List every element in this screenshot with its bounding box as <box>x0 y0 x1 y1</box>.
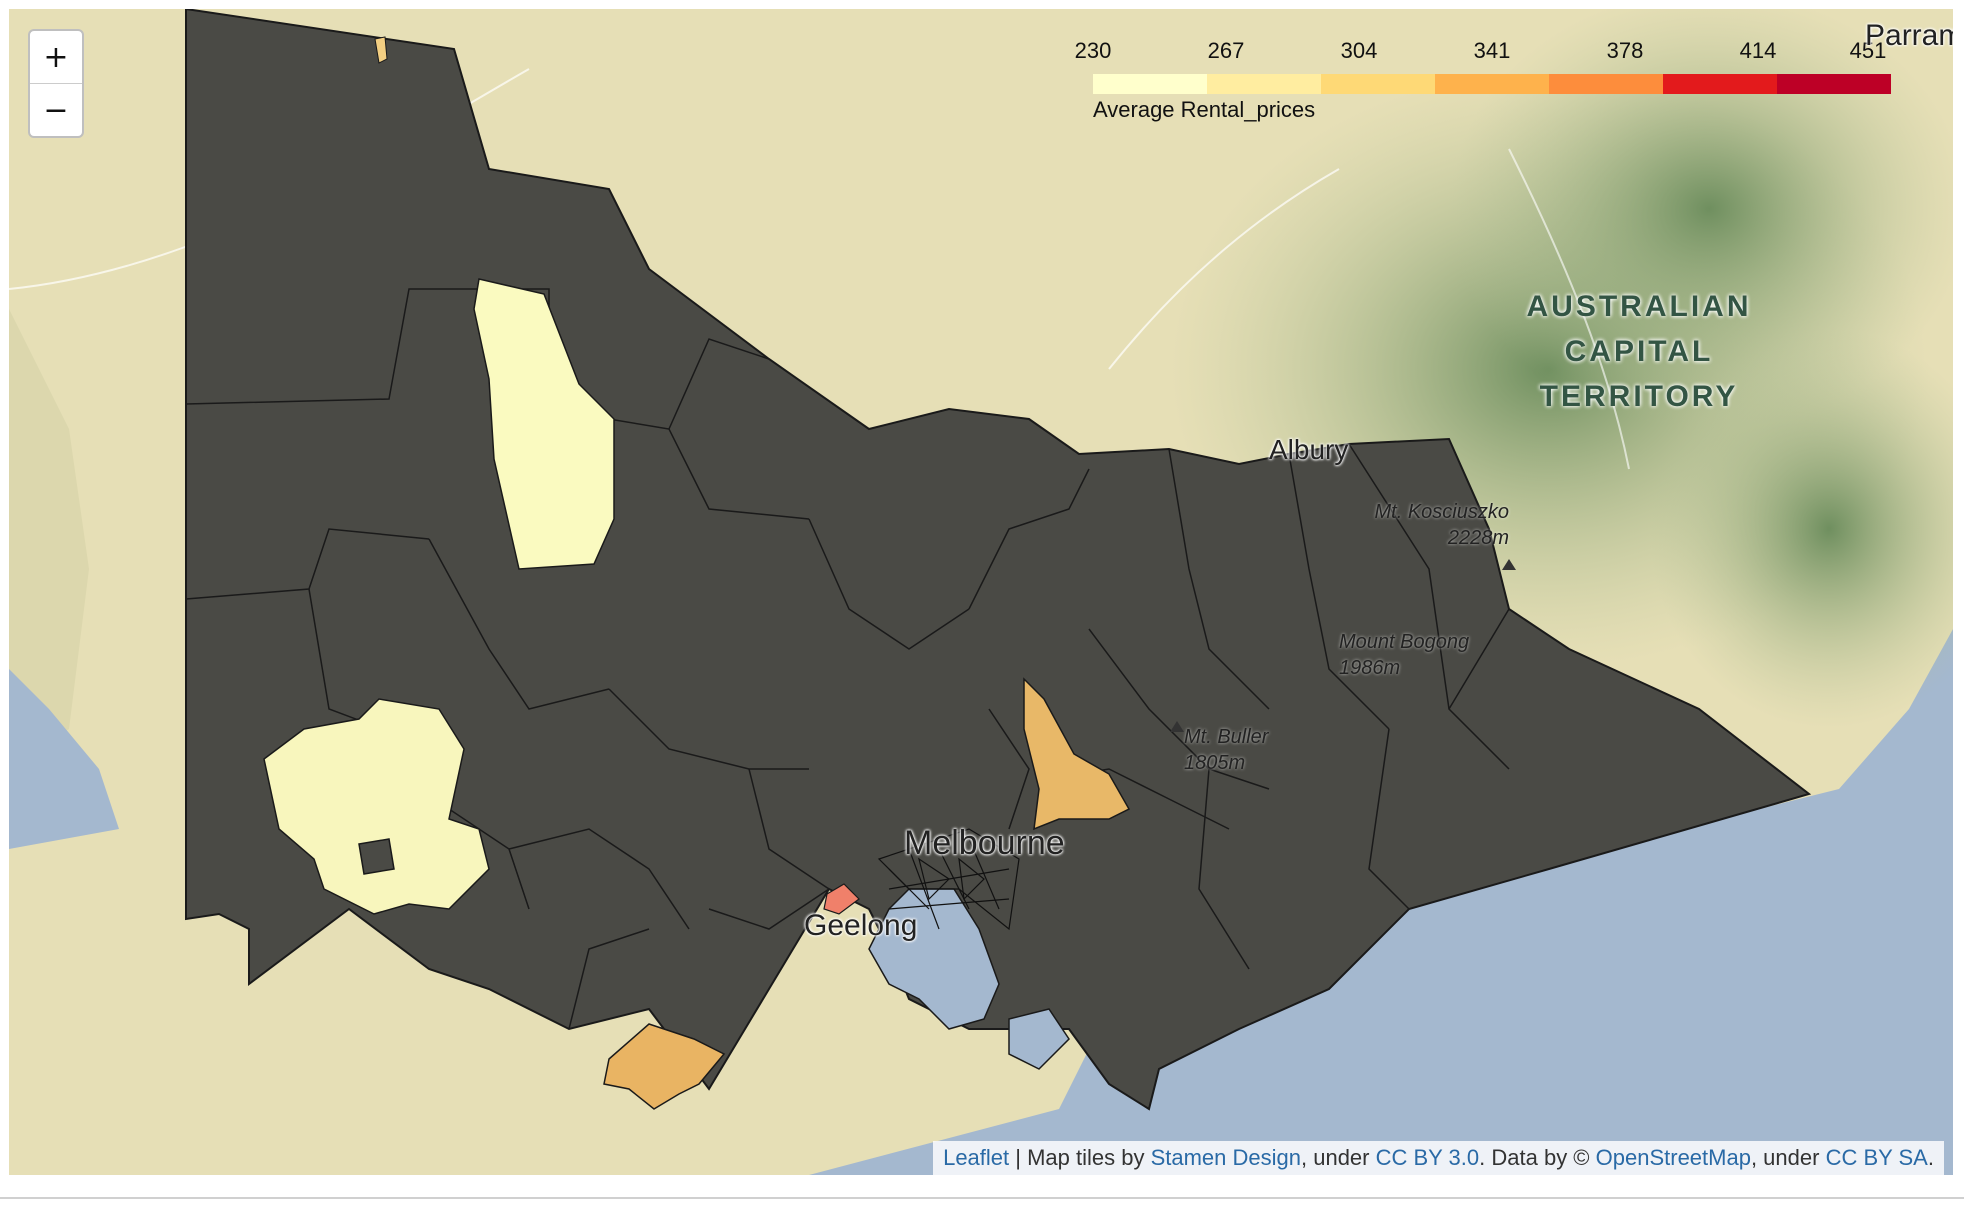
metro-cluster <box>877 828 1020 931</box>
attribution-text: , under <box>1301 1145 1376 1170</box>
legend-color-step <box>1093 74 1207 94</box>
cc-by-sa-link[interactable]: CC BY SA <box>1825 1145 1928 1170</box>
legend-color-step <box>1663 74 1777 94</box>
attribution-text: . <box>1927 1145 1934 1170</box>
west-sea <box>9 669 119 849</box>
peak-name: Mt. Buller <box>1184 726 1269 748</box>
peak-label-kosciuszko: Mt. Kosciuszko 2228m <box>1349 499 1509 551</box>
zoom-control: + − <box>28 29 84 138</box>
legend-color-step <box>1435 74 1549 94</box>
peak-elevation: 1986m <box>1339 657 1401 679</box>
act-label-line: AUSTRALIAN <box>1526 290 1752 323</box>
region-mansfield <box>1023 677 1131 831</box>
legend-tick: 378 <box>1606 38 1644 63</box>
peak-marker-kosciuszko <box>1502 559 1516 570</box>
victoria-boundary <box>185 9 1812 1111</box>
page-divider <box>0 1197 1964 1199</box>
road <box>1108 168 1340 370</box>
osm-link[interactable]: OpenStreetMap <box>1595 1145 1751 1170</box>
legend-tick: 341 <box>1473 38 1511 63</box>
stamen-link[interactable]: Stamen Design <box>1150 1145 1301 1170</box>
region-north-west <box>473 278 615 570</box>
attribution-text: . Data by © <box>1479 1145 1596 1170</box>
region-far-north-tip <box>374 36 388 64</box>
place-label-geelong: Geelong <box>804 909 918 942</box>
map-attribution: Leaflet | Map tiles by Stamen Design, un… <box>933 1141 1944 1175</box>
act-label-line: CAPITAL <box>1564 335 1714 368</box>
legend-color-step <box>1777 74 1891 94</box>
place-label-melbourne: Melbourne <box>904 824 1065 862</box>
act-label: AUSTRALIAN CAPITAL TERRITORY <box>1519 284 1759 419</box>
zoom-out-button[interactable]: − <box>30 83 82 136</box>
legend-tick: 414 <box>1739 38 1777 63</box>
leaflet-link[interactable]: Leaflet <box>943 1145 1010 1170</box>
legend-color-step <box>1321 74 1435 94</box>
map-tiles <box>9 9 1953 1175</box>
zoom-in-button[interactable]: + <box>43 39 69 75</box>
legend-tick: 304 <box>1340 38 1378 63</box>
legend-tick: 267 <box>1207 38 1245 63</box>
legend-color-bar <box>1093 74 1891 94</box>
legend-color-step <box>1549 74 1663 94</box>
region-south-west-hole <box>358 838 395 875</box>
legend-color-step <box>1207 74 1321 94</box>
road <box>1508 148 1630 470</box>
western-port <box>1008 1008 1070 1070</box>
peak-elevation: 1805m <box>1184 752 1246 774</box>
region-werribee <box>823 883 860 915</box>
peak-name: Mount Bogong <box>1339 631 1470 653</box>
region-otways <box>603 1023 726 1110</box>
map-canvas[interactable]: + − 230 267 304 341 378 414 451 Average … <box>9 9 1953 1175</box>
legend-tick: 230 <box>1074 38 1112 63</box>
peak-elevation: 2228m <box>1447 527 1509 549</box>
act-label-line: TERRITORY <box>1539 380 1739 413</box>
place-label-albury: Albury <box>1269 434 1349 465</box>
legend-tick: 451 <box>1849 38 1887 63</box>
color-legend: 230 267 304 341 378 414 451 Average Rent… <box>1055 27 1895 122</box>
peak-marker-buller <box>1170 721 1184 732</box>
place-label-parram: Parram <box>1865 19 1953 52</box>
region-south-west <box>263 698 490 915</box>
cc-by-link[interactable]: CC BY 3.0 <box>1375 1145 1480 1170</box>
highlands-shade-3 <box>1649 329 1953 729</box>
highlands-shade-2 <box>1449 9 1953 429</box>
peak-label-bogong: Mount Bogong 1986m <box>1339 629 1469 681</box>
legend-title: Average Rental_prices <box>1093 97 1316 122</box>
attribution-text: | Map tiles by <box>1009 1145 1151 1170</box>
peak-label-buller: Mt. Buller 1805m <box>1184 724 1268 776</box>
attribution-text: , under <box>1750 1145 1826 1170</box>
peak-name: Mt. Kosciuszko <box>1374 501 1509 523</box>
west-coast-land <box>9 309 89 769</box>
lga-boundaries <box>185 288 1510 1030</box>
